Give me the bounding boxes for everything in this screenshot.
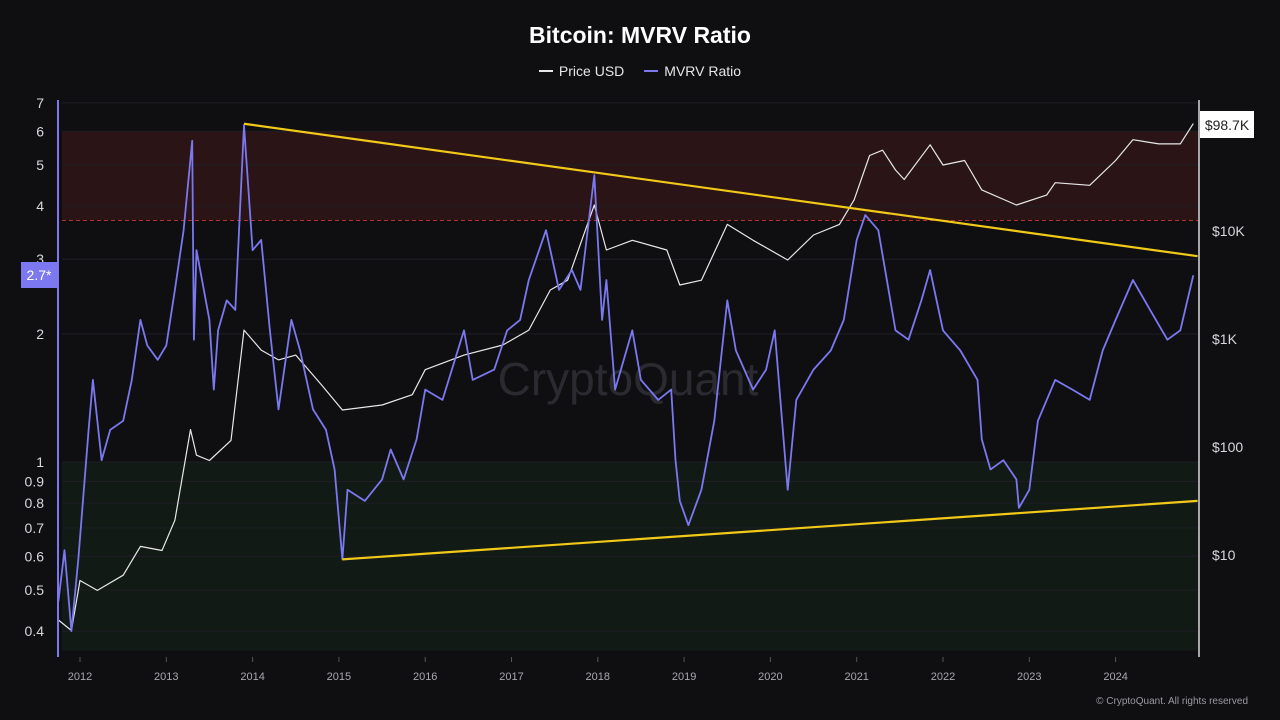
left-tick-label: 2 — [36, 326, 44, 342]
left-tick-label: 7 — [36, 95, 44, 111]
x-tick-label: 2022 — [931, 671, 955, 683]
right-tick-label: $100 — [1212, 439, 1243, 455]
zone-overvalued — [62, 131, 1198, 221]
right-tick-label: $10K — [1212, 223, 1245, 239]
legend-swatch-price — [538, 70, 553, 72]
left-tick-label: 3 — [36, 251, 44, 267]
legend-label-price: Price USD — [558, 63, 625, 79]
price-current-value: $98.7K — [1205, 117, 1250, 133]
left-tick-label: 0.4 — [25, 623, 45, 639]
x-tick-label: 2019 — [672, 671, 696, 683]
left-tick-label: 5 — [36, 157, 44, 173]
left-tick-label: 0.5 — [25, 582, 45, 598]
legend: Price USD MVRV Ratio — [0, 63, 1280, 79]
x-tick-label: 2017 — [499, 671, 523, 683]
right-tick-label: $1K — [1212, 331, 1238, 347]
left-tick-label: 0.9 — [25, 473, 45, 489]
x-tick-label: 2021 — [844, 671, 868, 683]
left-tick-label: 0.7 — [25, 520, 45, 536]
mvrv-current-tag — [21, 262, 57, 288]
mvrv-current-value: 2.7* — [27, 267, 52, 283]
x-tick-label: 2016 — [413, 671, 437, 683]
left-tick-label: 0.6 — [25, 548, 45, 564]
x-tick-label: 2015 — [327, 671, 351, 683]
x-tick-label: 2013 — [154, 671, 178, 683]
right-tick-label: $10 — [1212, 547, 1236, 563]
x-tick-label: 2023 — [1017, 671, 1041, 683]
trendline-upper — [243, 122, 1198, 258]
x-tick-label: 2020 — [758, 671, 782, 683]
series-line-mvrv — [57, 124, 1195, 632]
left-tick-label: 4 — [36, 198, 44, 214]
legend-label-mvrv: MVRV Ratio — [664, 63, 742, 79]
legend-item-price[interactable]: Price USD — [538, 63, 625, 79]
left-tick-label: 0.8 — [25, 495, 45, 511]
legend-item-mvrv[interactable]: MVRV Ratio — [644, 63, 741, 79]
legend-swatch-mvrv — [644, 70, 659, 72]
series-line-price — [58, 123, 1194, 632]
x-tick-label: 2018 — [586, 671, 610, 683]
chart-title: Bitcoin: MVRV Ratio — [529, 22, 751, 48]
trendline-lower — [342, 499, 1198, 561]
price-current-tag — [1200, 111, 1254, 138]
left-tick-label: 6 — [36, 123, 44, 139]
x-tick-label: 2012 — [68, 671, 92, 683]
watermark: CryptoQuant — [498, 353, 759, 405]
x-tick-label: 2014 — [240, 671, 264, 683]
x-tick-label: 2024 — [1103, 671, 1127, 683]
left-tick-label: 1 — [36, 454, 44, 470]
copyright: © CryptoQuant. All rights reserved — [1096, 696, 1248, 707]
